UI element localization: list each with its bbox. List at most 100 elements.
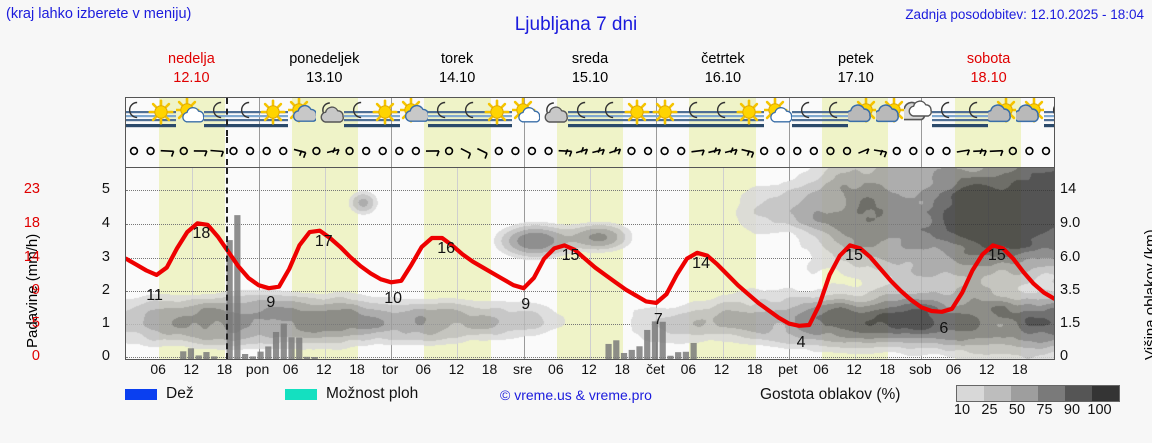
x-tick-18-2: 18 (216, 361, 233, 377)
weather-icon-moon-fog (932, 98, 960, 136)
weather-icon-sun-fog (260, 98, 288, 136)
weather-icon-sun-fog (372, 98, 400, 136)
x-tick-12-5: 12 (316, 361, 332, 377)
cloud-density-tick-75: 75 (1036, 402, 1053, 418)
day-date: 16.10 (704, 70, 742, 86)
day-header-petek: petek 17.10 (789, 50, 922, 92)
cloud-density-step-10 (957, 386, 984, 401)
daylight-shade (424, 137, 491, 167)
temperature-tick-0: 0 (31, 348, 40, 364)
weather-icon-moon-fog (1044, 98, 1054, 136)
temperature-curve (126, 221, 1054, 328)
day-date: 18.10 (970, 70, 1007, 86)
day-separator (656, 137, 658, 167)
weather-icon-moon-fog (204, 98, 232, 136)
forecast-plot-area: 11 18 9 17 10 16 9 15 7 14 4 15 6 15 (125, 167, 1055, 360)
current-time-line (225, 98, 228, 136)
x-tick-12-21: 12 (846, 361, 862, 377)
temperature-tick-5: 5 (31, 315, 40, 331)
x-tick-06-20: 06 (813, 361, 829, 377)
day-name: petek (837, 51, 874, 67)
x-tick-čet-15: čet (645, 361, 665, 377)
weather-icon-moon-fog (596, 98, 624, 136)
x-tick-06-8: 06 (415, 361, 432, 377)
day-date: 13.10 (306, 70, 343, 86)
copyright-link[interactable]: © vreme.us & vreme.pro (500, 387, 652, 403)
precipitation-tick-4: 4 (101, 215, 110, 231)
day-separator (258, 137, 260, 167)
cloud-density-step-100 (1092, 386, 1119, 401)
cloud-density-tick-25: 25 (981, 402, 998, 418)
cloud-height-tick-3.5: 3.5 (1060, 282, 1081, 298)
x-tick-12-1: 12 (183, 361, 200, 377)
day-date: 17.10 (837, 70, 874, 86)
day-header-nedelja: nedelja 12.10 (125, 50, 258, 92)
x-tick-18-10: 18 (481, 361, 498, 377)
legend-item-showers: Možnost ploh (285, 385, 418, 403)
temperature-point-label: 17 (314, 232, 333, 250)
day-name: sreda (571, 51, 609, 67)
weather-icon-moon-fog (232, 98, 260, 136)
day-name: sobota (966, 51, 1011, 67)
rain-color-swatch (125, 388, 157, 400)
temperature-point-label: 15 (845, 247, 863, 265)
weather-icon-sun-cloud (764, 98, 792, 136)
daylight-shade (424, 98, 491, 137)
precipitation-tick-2: 2 (101, 282, 110, 298)
day-separator (921, 137, 923, 167)
x-tick-18-26: 18 (1012, 361, 1028, 377)
temperature-point-label: 16 (437, 240, 456, 258)
day-separator (391, 137, 393, 167)
last-update-text: Zadnja posodobitev: 12.10.2025 - 18:04 (905, 7, 1144, 22)
weather-icon-moon-fog (680, 98, 708, 136)
x-tick-06-4: 06 (282, 361, 299, 377)
precipitation-tick-1: 1 (101, 315, 110, 331)
day-header-torek: torek 14.10 (391, 50, 524, 92)
cloud-density-tick-90: 90 (1063, 402, 1081, 418)
x-tick-12-9: 12 (448, 361, 465, 377)
precipitation-tick-5: 5 (101, 181, 110, 197)
weather-icon-cloud (904, 98, 932, 136)
temperature-tick-14: 14 (23, 249, 40, 265)
weather-icon-cloud-sun (988, 98, 1016, 136)
day-name: četrtek (701, 51, 745, 67)
cloud-density-gradient-bar (956, 385, 1120, 402)
weather-icon-sun-fog (148, 98, 176, 136)
x-tick-06-16: 06 (680, 361, 697, 377)
cloud-density-tick-100: 100 (1087, 402, 1112, 418)
day-header-četrtek: četrtek 16.10 (656, 50, 789, 92)
weather-icon-moon-fog (960, 98, 988, 136)
x-tick-06-12: 06 (548, 361, 564, 377)
weather-icon-cloud-sun (848, 98, 876, 136)
x-tick-06-24: 06 (945, 361, 962, 377)
cloud-height-tick-14: 14 (1060, 181, 1077, 197)
temperature-point-label: 15 (987, 247, 1006, 265)
weather-icon-sun-cloud-dark (288, 98, 316, 136)
weather-icon-moon-fog (126, 98, 148, 136)
temperature-tick-23: 23 (23, 181, 40, 197)
day-name: nedelja (168, 51, 215, 67)
x-tick-tor-7: tor (381, 361, 399, 377)
weather-icon-sun-fog (736, 98, 764, 136)
x-axis-labels: 06 12 18 pon 06 12 18 tor 06 12 18 sre 06 12 18 čet 06 12… (125, 361, 1055, 383)
weather-icon-moon-fog (820, 98, 848, 136)
daylight-shade (159, 137, 226, 167)
day-date: 14.10 (439, 70, 476, 86)
weather-icon-sun-cloud-dark (400, 98, 428, 136)
day-name: ponedeljek (289, 51, 360, 67)
weather-icon-sun-cloud (176, 98, 204, 136)
day-date: 15.10 (571, 70, 609, 86)
legend-label-rain: Dež (166, 385, 194, 402)
weather-icon-sun-cloud (512, 98, 540, 136)
weather-icon-sun-fog (652, 98, 680, 136)
weather-icon-moon-cloud (316, 98, 344, 136)
current-time-line (225, 137, 228, 165)
x-tick-18-22: 18 (879, 361, 896, 377)
wind-barb-svg (129, 146, 1051, 159)
weather-icon-sun-fog (624, 98, 652, 136)
weather-icon-band (125, 97, 1055, 137)
cloud-height-tick-1.5: 1.5 (1060, 315, 1081, 331)
legend-item-rain: Dež (125, 385, 194, 403)
x-tick-06-0: 06 (150, 361, 166, 377)
